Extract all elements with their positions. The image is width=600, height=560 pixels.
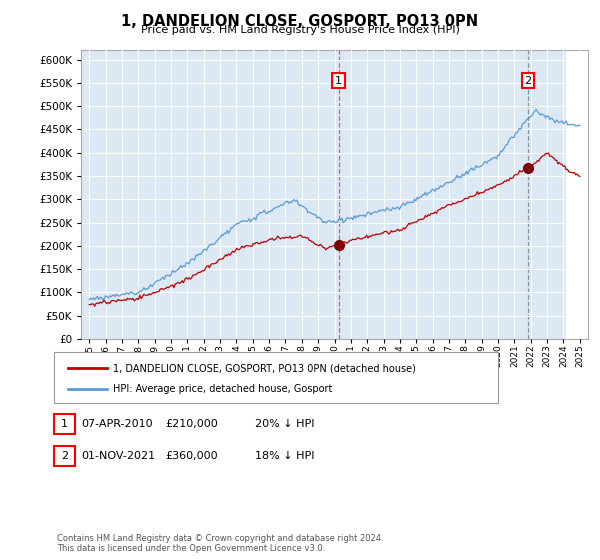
Text: Price paid vs. HM Land Registry's House Price Index (HPI): Price paid vs. HM Land Registry's House … — [140, 25, 460, 35]
Text: 2: 2 — [61, 451, 68, 461]
Text: 1: 1 — [61, 419, 68, 429]
Text: HPI: Average price, detached house, Gosport: HPI: Average price, detached house, Gosp… — [113, 384, 332, 394]
Text: Contains HM Land Registry data © Crown copyright and database right 2024.
This d: Contains HM Land Registry data © Crown c… — [57, 534, 383, 553]
Text: 1: 1 — [335, 76, 342, 86]
Bar — [566, 50, 596, 339]
Text: 2: 2 — [524, 76, 532, 86]
Text: 07-APR-2010: 07-APR-2010 — [81, 419, 152, 429]
Text: £210,000: £210,000 — [165, 419, 218, 429]
Text: 1, DANDELION CLOSE, GOSPORT, PO13 0PN: 1, DANDELION CLOSE, GOSPORT, PO13 0PN — [121, 14, 479, 29]
Text: 1, DANDELION CLOSE, GOSPORT, PO13 0PN (detached house): 1, DANDELION CLOSE, GOSPORT, PO13 0PN (d… — [113, 363, 416, 374]
Text: 18% ↓ HPI: 18% ↓ HPI — [255, 451, 314, 461]
Text: 01-NOV-2021: 01-NOV-2021 — [81, 451, 155, 461]
Text: £360,000: £360,000 — [165, 451, 218, 461]
Text: 20% ↓ HPI: 20% ↓ HPI — [255, 419, 314, 429]
